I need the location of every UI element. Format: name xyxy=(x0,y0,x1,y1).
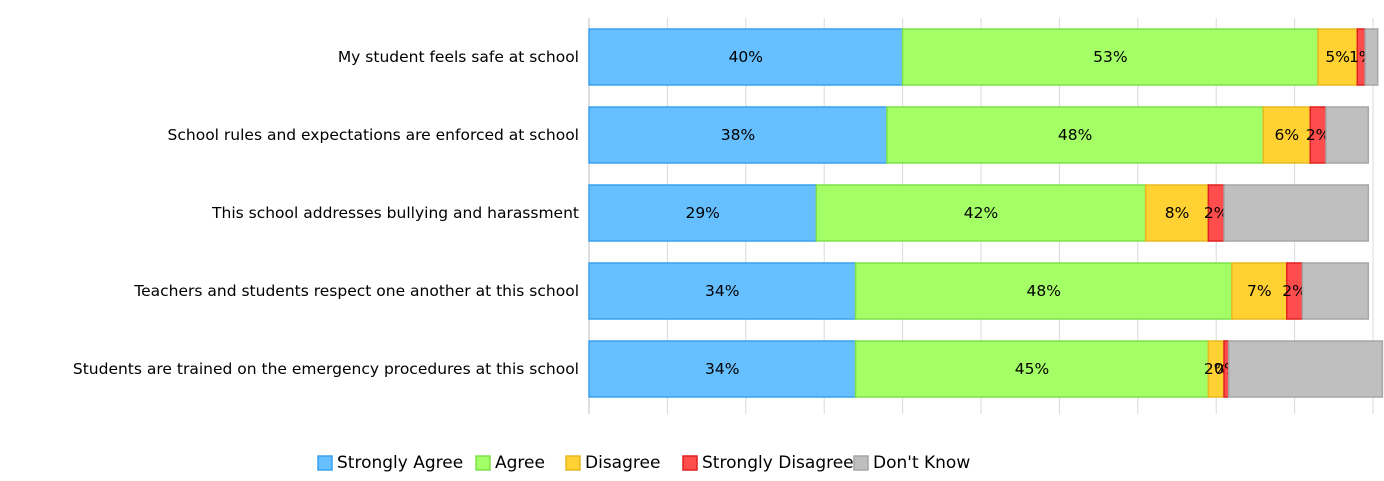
category-label: This school addresses bullying and haras… xyxy=(211,204,579,222)
legend: Strongly Agree Agree Disagree Strongly Disa… xyxy=(317,453,970,473)
bar-segment xyxy=(815,184,1147,242)
category-label: My student feels safe at school xyxy=(338,48,579,66)
data-label: 2% xyxy=(1204,204,1229,222)
data-label: 45% xyxy=(1015,360,1049,378)
bar-segment xyxy=(1223,184,1370,242)
data-label: 53% xyxy=(1093,48,1127,66)
data-label: 5% xyxy=(1325,48,1350,66)
data-label: 2% xyxy=(1204,360,1229,378)
legend-swatch xyxy=(475,455,491,471)
legend-swatch xyxy=(682,455,698,471)
bar-segment xyxy=(901,28,1319,86)
legend-label: Strongly Disagree xyxy=(702,453,854,473)
data-label: 40% xyxy=(729,48,763,66)
category-labels: My student feels safe at school School ru… xyxy=(73,48,579,378)
data-label: 48% xyxy=(1058,126,1092,144)
bar-segment xyxy=(1227,340,1384,398)
data-label: 29% xyxy=(685,204,719,222)
bars: 40% 53% 5%1%38% 48% 6% 2%29% 42% 8% 2%34% 48% 7% 2%… xyxy=(588,28,1384,398)
category-label: Teachers and students respect one anothe… xyxy=(133,282,579,300)
legend-label: Agree xyxy=(495,453,545,473)
data-label: 2% xyxy=(1306,126,1331,144)
bar-segment xyxy=(854,262,1233,320)
bar-segment xyxy=(588,28,904,86)
data-label: 7% xyxy=(1247,282,1272,300)
category-label: Students are trained on the emergency pr… xyxy=(73,360,579,378)
bar-segment xyxy=(1317,28,1359,86)
legend-label: Don't Know xyxy=(873,453,970,473)
data-label: 38% xyxy=(721,126,755,144)
bar-segment xyxy=(854,340,1210,398)
legend-swatch xyxy=(317,455,333,471)
legend-swatch xyxy=(853,455,869,471)
legend-label: Strongly Agree xyxy=(337,453,463,473)
data-label: 34% xyxy=(705,282,739,300)
data-label: 42% xyxy=(964,204,998,222)
legend-swatch xyxy=(565,455,581,471)
bar-segment xyxy=(1301,262,1370,320)
category-label: School rules and expectations are enforc… xyxy=(168,126,579,144)
data-label: 34% xyxy=(705,360,739,378)
bar-segment xyxy=(588,106,888,164)
bar-segment xyxy=(1262,106,1312,164)
bar-segment xyxy=(1231,262,1288,320)
data-label: 8% xyxy=(1165,204,1190,222)
bar-segment xyxy=(1325,106,1370,164)
bar-segment xyxy=(588,340,857,398)
bar-segment xyxy=(588,262,857,320)
legend-label: Disagree xyxy=(585,453,660,473)
data-label: 2% xyxy=(1282,282,1307,300)
bar-segment xyxy=(886,106,1264,164)
data-label: 48% xyxy=(1026,282,1060,300)
data-label: 6% xyxy=(1274,126,1299,144)
bar-segment xyxy=(1364,28,1379,86)
